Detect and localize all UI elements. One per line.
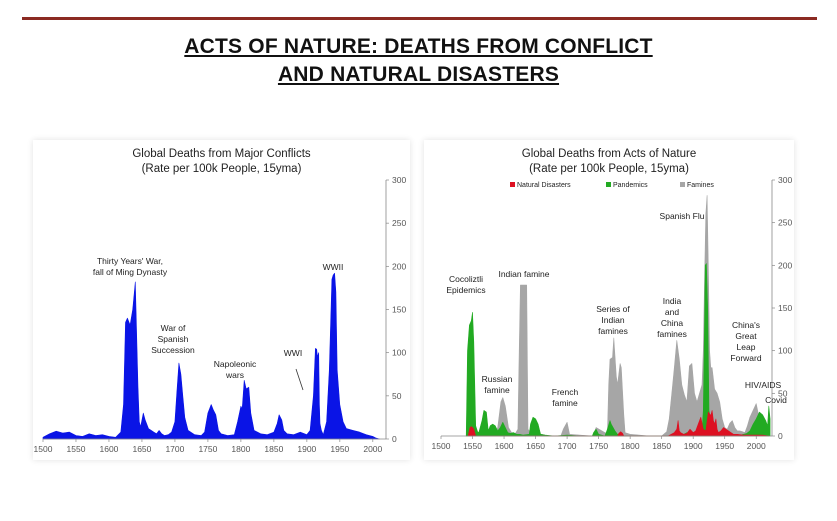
- nature-x-tick-label: 1500: [432, 441, 451, 451]
- conflicts-x-tick-label: 1600: [100, 444, 119, 454]
- nature-y-tick-label: 250: [778, 218, 792, 228]
- conflicts-x-tick-label: 1800: [231, 444, 250, 454]
- conflicts-x-tick-label: 1850: [264, 444, 283, 454]
- nature-x-tick-label: 1650: [526, 441, 545, 451]
- annotation-indian-famine: Indian famine: [498, 269, 549, 279]
- annotation-french-famine-2: famine: [552, 398, 578, 408]
- nature-chart: Natural Disasters Pandemics Famines 1500…: [432, 175, 793, 451]
- conflicts-x-tick-label: 1550: [67, 444, 86, 454]
- nature-y-tick-label: 0: [778, 431, 783, 441]
- conflicts-x-tick-label: 2000: [363, 444, 382, 454]
- conflicts-y-tick-label: 100: [392, 348, 406, 358]
- annotation-thirty-years-war-1: Thirty Years' War,: [97, 256, 163, 266]
- conflicts-chart-panel: Global Deaths from Major Conflicts (Rate…: [33, 140, 410, 460]
- conflicts-area-series-0: [42, 272, 380, 440]
- nature-x-tick-label: 1800: [621, 441, 640, 451]
- annotation-spanish-succession-1: War of: [161, 323, 186, 333]
- annotation-spanish-succession-3: Succession: [151, 345, 195, 355]
- annotation-russian-famine-2: famine: [484, 385, 510, 395]
- conflicts-chart-subtitle: (Rate per 100k People, 15yma): [141, 163, 302, 175]
- nature-y-tick-label: 300: [778, 175, 792, 185]
- conflicts-x-tick-label: 1700: [165, 444, 184, 454]
- nature-x-tick-label: 1550: [463, 441, 482, 451]
- nature-x-tick-label: 2000: [747, 441, 766, 451]
- annotation-great-leap-4: Forward: [730, 353, 761, 363]
- annotation-napoleonic-1: Napoleonic: [214, 359, 257, 369]
- annotation-indian-famines-1: Series of: [596, 304, 630, 314]
- conflicts-x-tick-label: 1950: [330, 444, 349, 454]
- legend-swatch-pandemics: [606, 182, 611, 187]
- conflicts-chart: 1500 1550 1600 1650 1700 1750 1800 1850 1900 1950…: [34, 175, 407, 454]
- page-title-line-1: ACTS OF NATURE: DEATHS FROM CONFLICT: [184, 35, 653, 58]
- page-title-line-2: AND NATURAL DISASTERS: [277, 63, 560, 86]
- conflicts-y-tick-label: 250: [392, 218, 406, 228]
- conflicts-x-tick-label: 1500: [34, 444, 53, 454]
- annotation-hiv-aids: HIV/AIDS: [745, 380, 782, 390]
- conflicts-y-tick-label: 50: [392, 391, 402, 401]
- legend-swatch-famines: [680, 182, 685, 187]
- nature-chart-subtitle: (Rate per 100k People, 15yma): [529, 163, 689, 175]
- nature-chart-panel: Global Deaths from Acts of Nature (Rate …: [424, 140, 794, 460]
- annotation-russian-famine-1: Russian: [482, 374, 513, 384]
- nature-x-tick-label: 1900: [684, 441, 703, 451]
- nature-y-tick-label: 150: [778, 303, 792, 313]
- conflicts-x-tick-label: 1750: [198, 444, 217, 454]
- conflicts-y-tick-label: 200: [392, 261, 406, 271]
- annotation-french-famine-1: French: [552, 387, 579, 397]
- annotation-wwii: WWII: [323, 262, 344, 272]
- annotation-india-china-4: famines: [657, 329, 687, 339]
- top-rule: [22, 17, 817, 20]
- annotation-great-leap-2: Great: [735, 331, 757, 341]
- annotation-covid: Covid: [765, 395, 787, 405]
- annotation-indian-famines-3: famines: [598, 326, 628, 336]
- conflicts-y-tick-label: 0: [392, 434, 397, 444]
- annotation-thirty-years-war-2: fall of Ming Dynasty: [93, 267, 168, 277]
- annotation-cocoliztli-1: Cocoliztli: [449, 274, 483, 284]
- nature-y-tick-label: 200: [778, 260, 792, 270]
- annotation-india-china-2: and: [665, 307, 679, 317]
- annotation-spanish-flu: Spanish Flu: [660, 211, 705, 221]
- annotation-wwi-pointer: [295, 368, 304, 391]
- annotation-india-china-3: China: [661, 318, 683, 328]
- nature-x-tick-label: 1700: [558, 441, 577, 451]
- nature-x-tick-label: 1600: [495, 441, 514, 451]
- annotation-great-leap-1: China's: [732, 320, 760, 330]
- legend-swatch-natural-disasters: [510, 182, 515, 187]
- annotation-spanish-succession-2: Spanish: [158, 334, 189, 344]
- legend-label-pandemics: Pandemics: [613, 182, 648, 189]
- nature-chart-title: Global Deaths from Acts of Nature: [521, 148, 697, 160]
- legend-label-natural-disasters: Natural Disasters: [517, 182, 571, 189]
- conflicts-y-tick-label: 150: [392, 305, 406, 315]
- nature-y-tick-label: 50: [778, 388, 788, 398]
- nature-area-famines: [465, 195, 770, 437]
- annotation-india-china-1: India: [663, 296, 682, 306]
- conflicts-x-tick-label: 1900: [297, 444, 316, 454]
- nature-x-tick-label: 1750: [589, 441, 608, 451]
- conflicts-x-tick-label: 1650: [132, 444, 151, 454]
- annotation-great-leap-3: Leap: [737, 342, 756, 352]
- annotation-napoleonic-2: wars: [225, 370, 244, 380]
- annotation-cocoliztli-2: Epidemics: [446, 285, 485, 295]
- nature-x-tick-label: 1850: [652, 441, 671, 451]
- annotation-wwi: WWI: [284, 348, 302, 358]
- legend-label-famines: Famines: [687, 182, 714, 189]
- conflicts-y-tick-label: 300: [392, 175, 406, 185]
- nature-x-tick-label: 1950: [715, 441, 734, 451]
- nature-y-tick-label: 100: [778, 346, 792, 356]
- annotation-indian-famines-2: Indian: [601, 315, 624, 325]
- conflicts-chart-title: Global Deaths from Major Conflicts: [132, 148, 311, 160]
